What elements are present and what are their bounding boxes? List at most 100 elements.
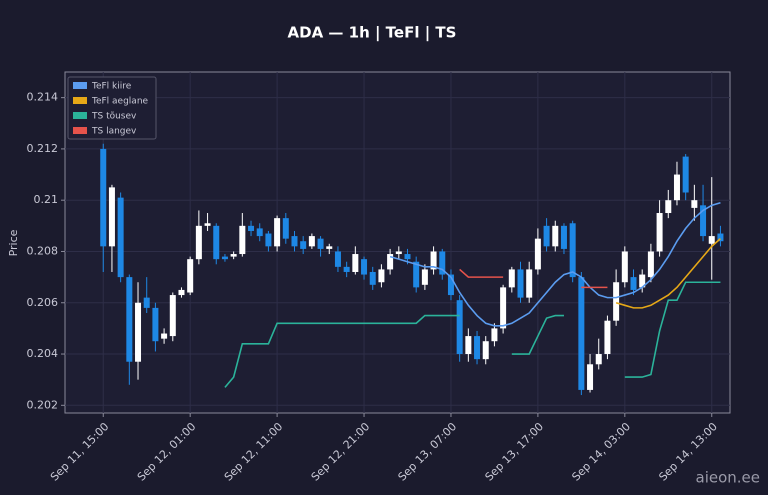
candle-body bbox=[482, 341, 489, 360]
legend-swatch bbox=[73, 97, 87, 104]
candle-body bbox=[308, 236, 315, 247]
x-tick-label: Sep 11, 15:00 bbox=[48, 420, 112, 484]
y-tick-label: 0.21 bbox=[34, 193, 59, 206]
y-tick-label: 0.206 bbox=[27, 296, 59, 309]
candle-body bbox=[361, 259, 368, 275]
candle-body bbox=[369, 271, 376, 285]
candle-body bbox=[613, 282, 620, 321]
legend-label: TeFl aeglane bbox=[91, 97, 149, 107]
candle-body bbox=[682, 156, 689, 193]
candle-body bbox=[508, 269, 515, 288]
candle-body bbox=[543, 225, 550, 247]
candle-body bbox=[569, 223, 576, 278]
candle-body bbox=[552, 225, 559, 247]
candle-body bbox=[126, 277, 133, 362]
candle-body bbox=[265, 233, 272, 247]
y-tick-label: 0.202 bbox=[27, 398, 59, 411]
candle-body bbox=[673, 174, 680, 201]
candle-body bbox=[621, 251, 628, 283]
candle-body bbox=[282, 218, 289, 239]
candle-body bbox=[595, 354, 602, 365]
candle-body bbox=[456, 300, 463, 355]
candle-body bbox=[221, 256, 228, 260]
candle-body bbox=[326, 246, 333, 249]
candle-body bbox=[108, 187, 115, 247]
candle-body bbox=[178, 289, 185, 296]
candle-body bbox=[300, 241, 307, 249]
legend-label: TS tõusev bbox=[91, 112, 137, 122]
series-line bbox=[511, 314, 564, 355]
candle-body bbox=[230, 254, 237, 257]
candle-body bbox=[334, 251, 341, 267]
legend: TeFl kiire TeFl aeglane TS tõusev TS langev bbox=[67, 76, 157, 140]
candle-body bbox=[387, 254, 394, 270]
x-tick-label: Sep 12, 21:00 bbox=[309, 420, 373, 484]
legend-swatch bbox=[73, 127, 87, 134]
series-line bbox=[624, 281, 721, 378]
legend-swatch bbox=[73, 82, 87, 89]
candle-body bbox=[187, 259, 194, 293]
candle-body bbox=[630, 277, 637, 290]
x-tick-label: Sep 14, 03:00 bbox=[569, 420, 633, 484]
candle-body bbox=[465, 336, 472, 355]
watermark: aieon.ee bbox=[696, 469, 761, 487]
candle-body bbox=[195, 225, 202, 260]
candle-body bbox=[439, 251, 446, 275]
candle-body bbox=[578, 277, 585, 390]
candle-body bbox=[317, 238, 324, 249]
candle-body bbox=[656, 213, 663, 252]
x-tick-label: Sep 13, 07:00 bbox=[396, 420, 460, 484]
candle-body bbox=[404, 254, 411, 260]
candle-body bbox=[239, 225, 246, 255]
candle-body bbox=[647, 251, 654, 278]
candle-body bbox=[587, 364, 594, 390]
series-line bbox=[615, 238, 721, 309]
candle-body bbox=[717, 233, 724, 242]
legend-label: TeFl kiire bbox=[91, 82, 132, 92]
candle-body bbox=[639, 274, 646, 288]
candle-body bbox=[274, 218, 281, 247]
candle-body bbox=[691, 200, 698, 208]
series-line bbox=[389, 201, 721, 327]
series-line bbox=[224, 314, 460, 388]
x-tick-label: Sep 12, 01:00 bbox=[135, 420, 199, 484]
candle-body bbox=[500, 287, 507, 329]
candle-body bbox=[135, 302, 142, 362]
candle-body bbox=[248, 225, 255, 231]
candle-body bbox=[213, 225, 220, 260]
candle-body bbox=[526, 269, 533, 298]
y-tick-label: 0.208 bbox=[27, 244, 59, 257]
legend-box bbox=[67, 76, 157, 140]
candle-body bbox=[700, 205, 707, 237]
candle-body bbox=[447, 274, 454, 296]
x-tick-label: Sep 13, 17:00 bbox=[483, 420, 547, 484]
x-tick-label: Sep 12, 11:00 bbox=[222, 420, 286, 484]
candle-body bbox=[430, 251, 437, 270]
candle-body bbox=[560, 225, 567, 249]
y-tick-label: 0.204 bbox=[27, 347, 59, 360]
chart-title: ADA — 1h | TeFl | TS bbox=[288, 24, 457, 43]
candle-body bbox=[517, 269, 524, 298]
candle-body bbox=[161, 333, 168, 339]
y-tick-label: 0.212 bbox=[27, 142, 59, 155]
candle-body bbox=[143, 297, 150, 308]
candle-body bbox=[665, 200, 672, 214]
candle-body bbox=[378, 269, 385, 283]
legend-swatch bbox=[73, 112, 87, 119]
candle-body bbox=[413, 261, 420, 288]
candle-body bbox=[343, 266, 350, 272]
plot-area bbox=[64, 71, 731, 414]
y-tick-label: 0.214 bbox=[27, 91, 59, 104]
candle-body bbox=[152, 307, 159, 342]
candle-body bbox=[100, 148, 107, 247]
y-axis-label: Price bbox=[7, 229, 20, 256]
candle-body bbox=[291, 236, 298, 247]
candle-body bbox=[352, 254, 359, 272]
candle-body bbox=[534, 238, 541, 270]
candle-body bbox=[204, 223, 211, 226]
candle-body bbox=[117, 197, 124, 278]
candle-body bbox=[256, 228, 263, 237]
series-line bbox=[459, 268, 504, 278]
